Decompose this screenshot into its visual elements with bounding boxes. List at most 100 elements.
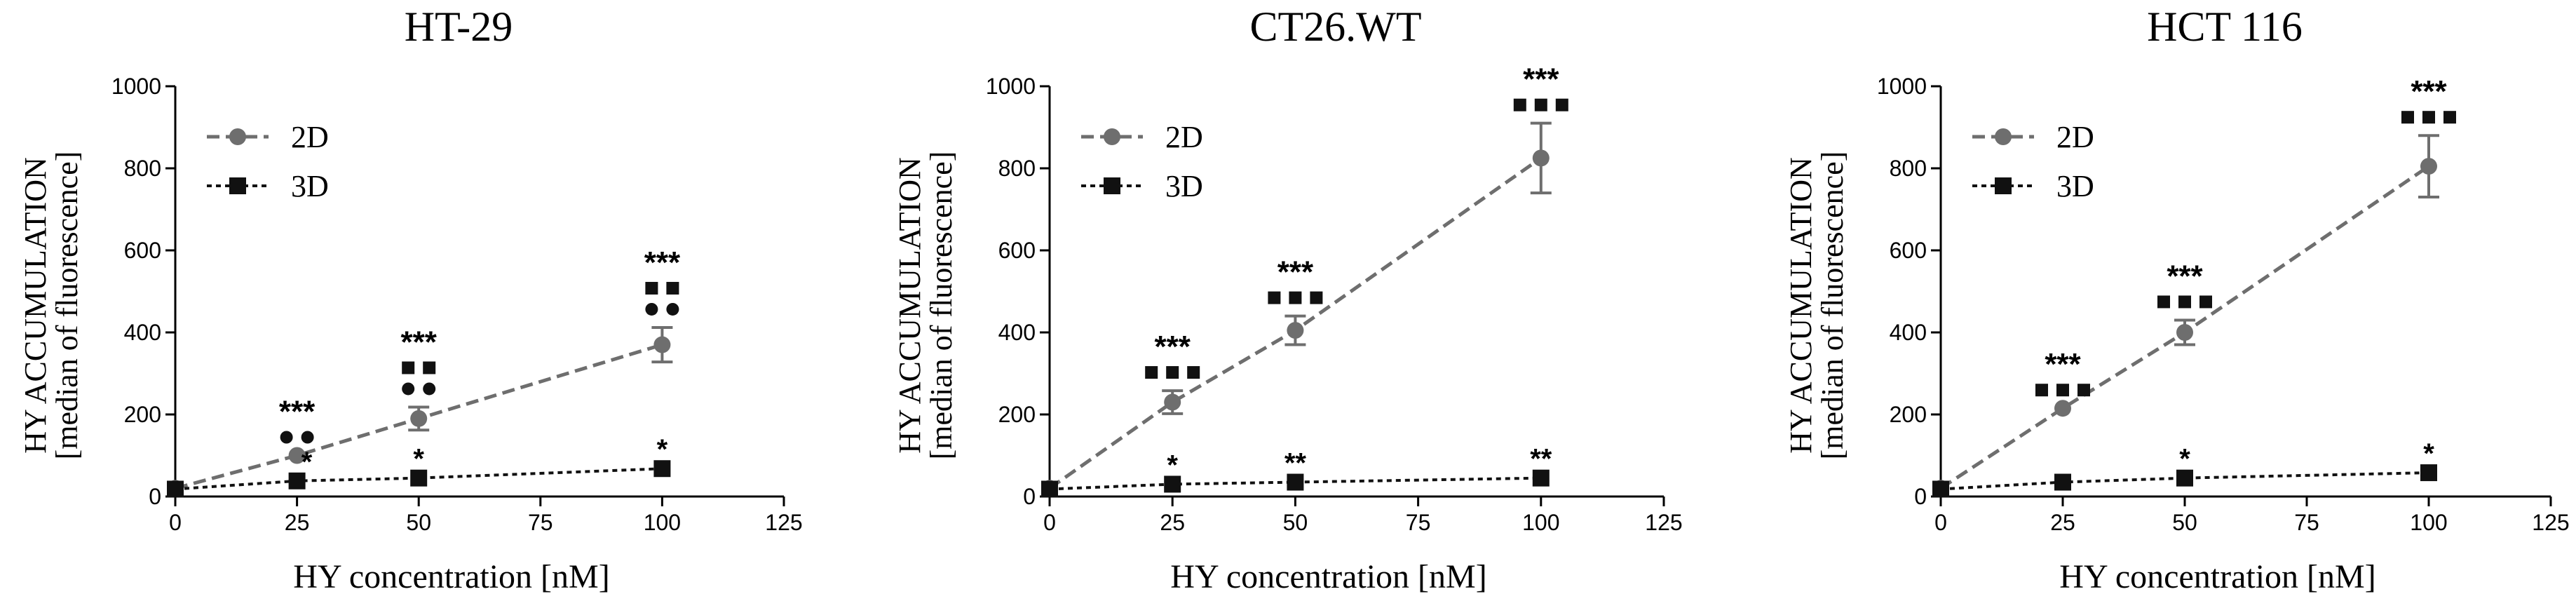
data-point-square <box>1287 473 1304 491</box>
x-tick-label: 75 <box>1406 510 1431 535</box>
y-axis-label: HY ACCUMULATION <box>893 157 927 454</box>
significance-mark-square <box>2401 111 2414 124</box>
data-point-circle <box>653 336 671 353</box>
data-point-circle <box>1532 149 1550 167</box>
legend-marker-circle <box>229 128 246 145</box>
y-tick-label: 0 <box>1023 484 1036 509</box>
significance-mark-circle <box>666 302 679 316</box>
y-tick-label: 400 <box>1890 320 1927 345</box>
significance-mark-square <box>1166 366 1179 379</box>
data-point-circle <box>2054 400 2071 417</box>
y-axis-label: HY ACCUMULATION <box>18 157 53 454</box>
x-tick-label: 75 <box>2294 510 2319 535</box>
significance-stars: *** <box>2045 347 2081 381</box>
data-point-circle <box>410 410 428 427</box>
data-point-square <box>167 480 184 498</box>
significance-mark-square <box>666 281 679 295</box>
series-line-3d <box>175 467 663 491</box>
significance-stars-3d: * <box>413 444 424 475</box>
y-tick-label: 600 <box>998 238 1036 263</box>
legend-label: 2D <box>1165 120 1203 154</box>
significance-mark-square <box>2443 111 2456 124</box>
significance-mark-square <box>1268 291 1281 304</box>
significance-mark-square <box>1555 98 1568 112</box>
legend-marker-circle <box>1104 128 1120 145</box>
data-point-square <box>1532 469 1550 487</box>
y-tick-label: 800 <box>124 156 161 181</box>
significance-mark-square <box>1145 366 1158 379</box>
x-axis-label: HY concentration [nM] <box>1170 558 1486 595</box>
legend-marker-square <box>1104 177 1120 194</box>
significance-stars-3d: * <box>657 434 668 465</box>
data-point-square <box>1041 480 1058 498</box>
chart-panel-2: CT26.WT 0 200 400 600 800 1000 0 25 50 75 100 125 HY … <box>893 4 1683 595</box>
x-tick-label: 50 <box>2172 510 2197 535</box>
y-tick-label: 200 <box>124 402 161 427</box>
y-tick-label: 600 <box>124 238 161 263</box>
significance-stars: *** <box>2411 74 2447 109</box>
y-axis-label: HY ACCUMULATION <box>1784 157 1818 454</box>
x-tick-label: 125 <box>2532 510 2569 535</box>
significance-stars-3d: ** <box>1284 448 1307 479</box>
data-point-circle <box>2176 324 2193 341</box>
significance-mark-square <box>2077 384 2090 397</box>
x-axis-label: HY concentration [nM] <box>2059 558 2375 595</box>
significance-mark-square <box>645 281 658 295</box>
significance-mark-square <box>1289 291 1302 304</box>
series-line-2d <box>1939 165 2430 490</box>
y-axis-label-units: [median of fluorescence] <box>924 151 958 460</box>
y-tick-label: 1000 <box>1877 74 1927 99</box>
chart-title: HT-29 <box>405 4 513 50</box>
data-point-circle <box>2420 158 2437 175</box>
y-tick-label: 200 <box>1890 402 1927 427</box>
y-tick-label: 0 <box>149 484 161 509</box>
y-tick-label: 800 <box>1890 156 1927 181</box>
chart-title: CT26.WT <box>1250 4 1422 50</box>
data-point-square <box>2054 473 2071 491</box>
significance-stars: *** <box>1277 255 1314 290</box>
y-axis-label-units: [median of fluorescence] <box>50 151 84 460</box>
significance-stars-3d: ** <box>1530 444 1552 475</box>
y-tick-label: 1000 <box>111 74 161 99</box>
data-point-square <box>653 460 671 478</box>
y-tick-label: 800 <box>998 156 1036 181</box>
x-tick-label: 100 <box>1522 510 1559 535</box>
x-tick-label: 25 <box>2050 510 2075 535</box>
significance-mark-square <box>2178 295 2191 309</box>
significance-mark-square <box>2422 111 2435 124</box>
significance-mark-circle <box>402 382 415 396</box>
data-point-square <box>1164 475 1181 493</box>
significance-mark-square <box>1534 98 1547 112</box>
y-tick-label: 200 <box>998 402 1036 427</box>
significance-mark-square <box>2157 295 2170 309</box>
significance-mark-square <box>1187 366 1200 379</box>
series-line-2d <box>175 343 663 490</box>
significance-mark-square <box>2056 384 2069 397</box>
significance-stars: *** <box>2167 259 2203 293</box>
x-tick-label: 100 <box>2410 510 2447 535</box>
significance-mark-square <box>1310 291 1323 304</box>
chart-title: HCT 116 <box>2147 4 2303 50</box>
x-tick-label: 25 <box>1160 510 1185 535</box>
significance-stars: *** <box>1155 330 1191 364</box>
y-tick-label: 600 <box>1890 238 1927 263</box>
significance-stars-3d: * <box>1167 450 1178 480</box>
y-tick-label: 0 <box>1914 484 1927 509</box>
x-tick-label: 25 <box>285 510 310 535</box>
series-line-2d <box>1048 156 1543 490</box>
y-tick-label: 400 <box>124 320 161 345</box>
y-tick-label: 400 <box>998 320 1036 345</box>
significance-mark-square <box>2199 295 2212 309</box>
x-tick-label: 50 <box>1283 510 1308 535</box>
significance-mark-square <box>423 361 436 374</box>
significance-stars: *** <box>401 325 438 359</box>
chart-panel-3: HCT 116 0 200 400 600 800 1000 0 25 50 75 100 125 HY … <box>1784 4 2570 595</box>
significance-mark-circle <box>280 431 293 444</box>
data-point-square <box>2176 469 2193 487</box>
significance-mark-square <box>2035 384 2048 397</box>
y-axis-label-units: [median of fluorescence] <box>1815 151 1850 460</box>
legend-label: 3D <box>1165 169 1203 203</box>
x-tick-label: 0 <box>169 510 182 535</box>
significance-mark-square <box>1513 98 1526 112</box>
